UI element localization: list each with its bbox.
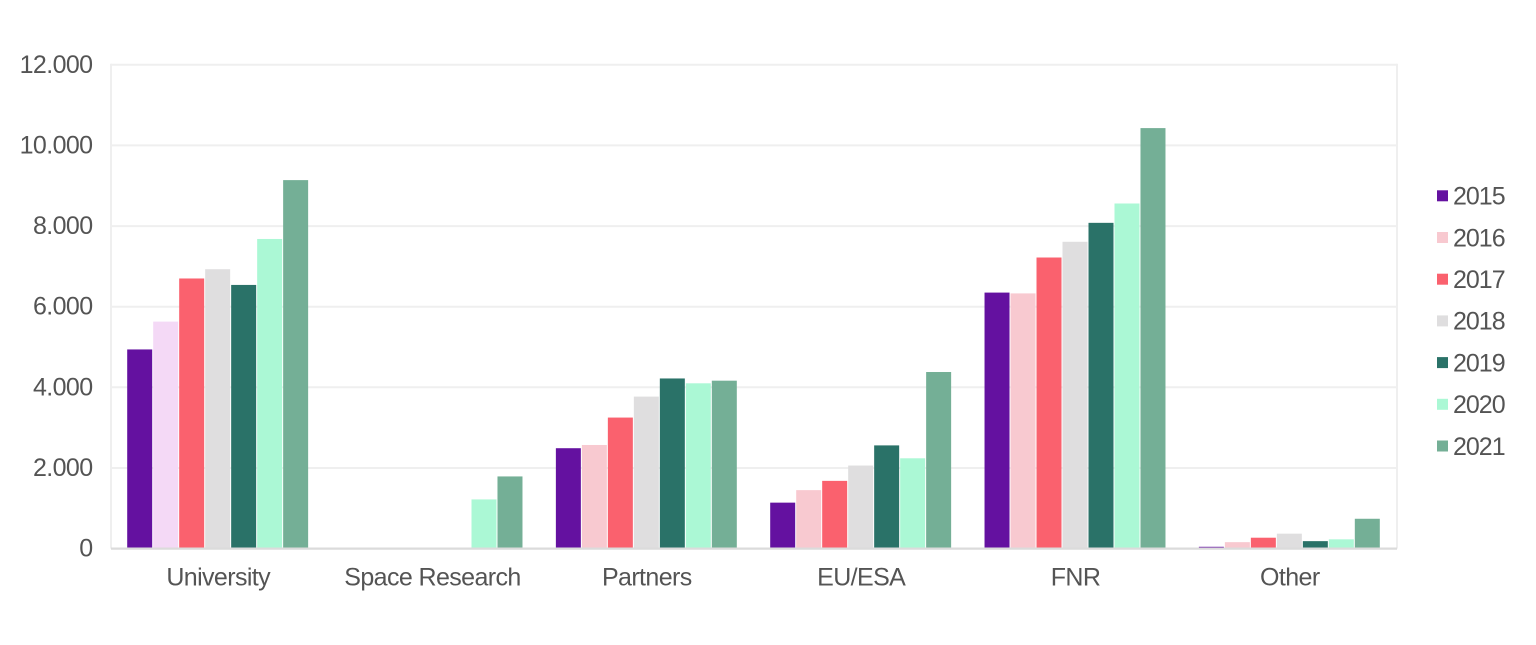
svg-text:Other: Other — [1260, 563, 1320, 591]
svg-text:FNR: FNR — [1051, 563, 1101, 591]
svg-text:12.000: 12.000 — [20, 51, 93, 79]
svg-text:4.000: 4.000 — [33, 373, 93, 401]
svg-text:2018: 2018 — [1453, 308, 1505, 336]
svg-text:Space Research: Space Research — [344, 563, 520, 591]
svg-text:0: 0 — [79, 535, 92, 563]
svg-text:2.000: 2.000 — [33, 454, 93, 482]
svg-text:2019: 2019 — [1453, 349, 1505, 377]
svg-text:8.000: 8.000 — [33, 212, 93, 240]
svg-text:EU/ESA: EU/ESA — [817, 563, 906, 591]
svg-text:2017: 2017 — [1453, 266, 1505, 294]
svg-text:University: University — [166, 563, 271, 591]
svg-text:2021: 2021 — [1453, 433, 1505, 461]
svg-text:2020: 2020 — [1453, 391, 1505, 419]
svg-text:2016: 2016 — [1453, 224, 1505, 252]
svg-text:2015: 2015 — [1453, 183, 1505, 211]
svg-text:10.000: 10.000 — [20, 131, 93, 159]
svg-text:6.000: 6.000 — [33, 293, 93, 321]
svg-text:Partners: Partners — [602, 563, 692, 591]
